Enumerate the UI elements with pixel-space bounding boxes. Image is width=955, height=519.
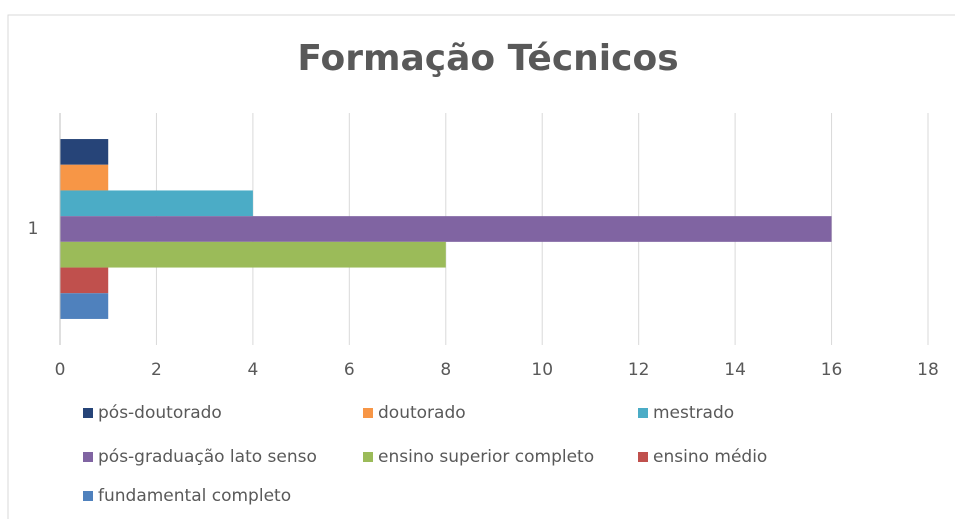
bar [60, 293, 109, 319]
x-tick-label: 10 [531, 360, 553, 380]
legend-swatch [638, 452, 648, 462]
legend-label: pós-doutorado [98, 403, 222, 423]
x-tick-label: 14 [724, 360, 746, 380]
legend-label: mestrado [653, 403, 734, 423]
bar [60, 216, 832, 242]
legend-swatch [363, 408, 373, 418]
y-tick-label: 1 [28, 219, 39, 239]
x-tick-label: 18 [917, 360, 939, 380]
bar [60, 164, 109, 191]
legend-swatch [638, 408, 648, 418]
bar [60, 267, 109, 294]
legend-swatch [83, 408, 93, 418]
legend-label: ensino médio [653, 447, 767, 467]
legend-swatch [83, 452, 93, 462]
x-tick-label: 12 [628, 360, 650, 380]
bar [60, 139, 109, 165]
chart-title: Formação Técnicos [297, 38, 678, 79]
bar [60, 190, 253, 217]
legend-label: pós-graduação lato senso [98, 447, 317, 467]
x-tick-label: 8 [440, 360, 451, 380]
x-tick-label: 4 [247, 360, 258, 380]
legend-label: doutorado [378, 403, 466, 423]
legend-label: ensino superior completo [378, 447, 594, 467]
x-tick-label: 16 [821, 360, 843, 380]
legend-swatch [83, 491, 93, 501]
legend-label: fundamental completo [98, 486, 291, 506]
bar [60, 241, 446, 268]
x-tick-label: 6 [344, 360, 355, 380]
x-tick-label: 2 [151, 360, 162, 380]
x-tick-label: 0 [55, 360, 66, 380]
legend-swatch [363, 452, 373, 462]
